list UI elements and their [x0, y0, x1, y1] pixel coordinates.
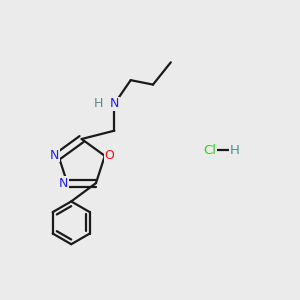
Text: H: H: [94, 98, 104, 110]
Text: N: N: [110, 98, 119, 110]
Text: N: N: [59, 177, 68, 190]
Text: Cl: Cl: [203, 143, 216, 157]
Text: N: N: [50, 149, 59, 162]
Text: O: O: [104, 149, 114, 162]
Text: H: H: [230, 143, 240, 157]
